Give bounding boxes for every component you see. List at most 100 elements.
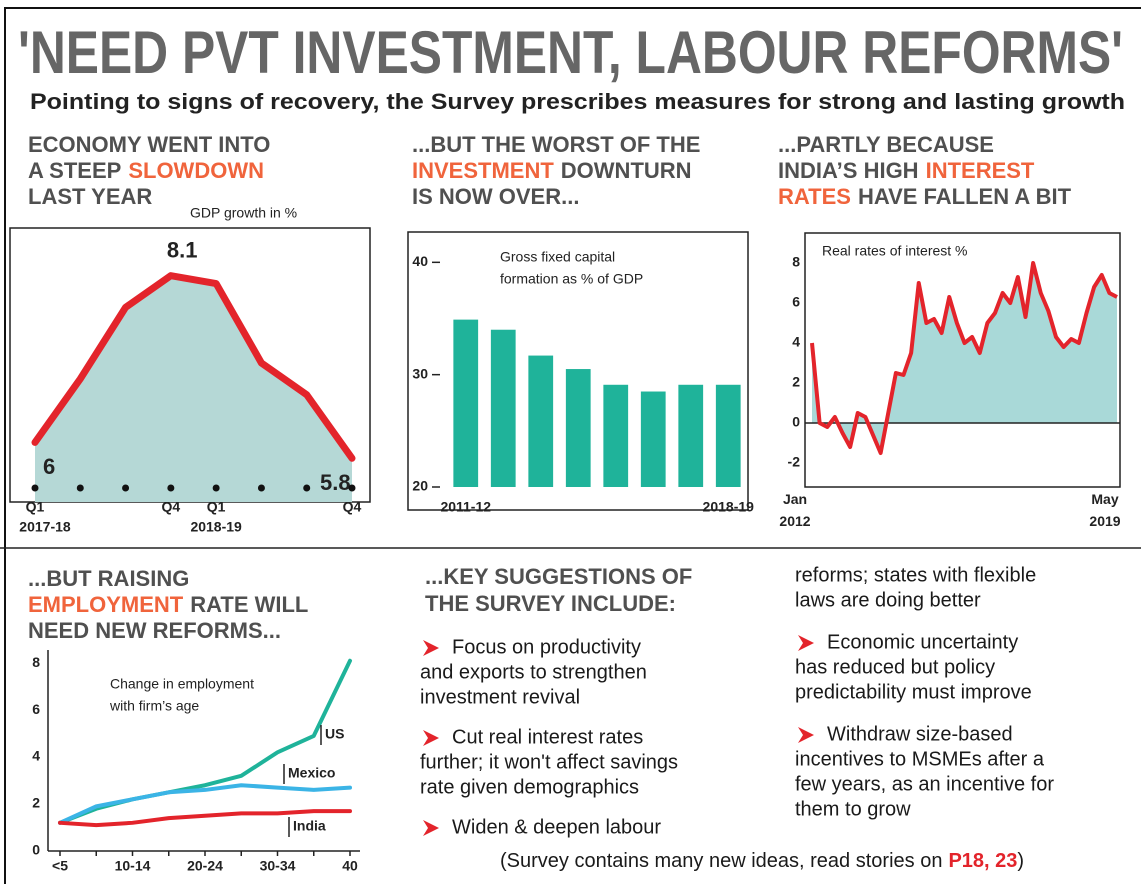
chart-title: LAST YEAR: [28, 184, 152, 209]
tick-line: Jan: [783, 491, 807, 507]
title-segment: IS NOW OVER...: [412, 184, 579, 209]
y-axis-label: GDP growth in %: [190, 205, 297, 221]
title-segment: SLOWDOWN: [128, 158, 264, 183]
suggestions-heading: THE SURVEY INCLUDE:: [425, 591, 676, 616]
suggestion-line: reforms; states with flexible: [795, 564, 1036, 586]
chart-title: RATES HAVE FALLEN A BIT: [778, 184, 1072, 209]
chart-title: INVESTMENT DOWNTURN: [412, 158, 692, 183]
suggestion-line: has reduced but policy: [795, 656, 995, 678]
x-tick-label: Q4: [343, 499, 362, 515]
y-tick-label: 30: [412, 365, 428, 381]
title-segment: INTEREST: [926, 158, 1035, 183]
bar: [715, 384, 741, 487]
bullet-arrow: [798, 727, 814, 743]
title-segment: RATES: [778, 184, 851, 209]
value-label: 6: [43, 454, 55, 479]
suggestion-line: incentives to MSMEs after a: [795, 748, 1045, 770]
title-segment: ECONOMY WENT INTO: [28, 132, 270, 157]
bar: [490, 329, 516, 487]
x-tick-label: 30-34: [260, 858, 296, 874]
y-tick-label: 40: [412, 253, 428, 269]
suggestion-line: Withdraw size-based: [827, 723, 1013, 745]
title-segment: INVESTMENT: [412, 158, 554, 183]
chart-title: EMPLOYMENT RATE WILL: [28, 592, 308, 617]
bar: [528, 355, 554, 487]
line: [810, 261, 1118, 455]
x-tick-label: 40: [342, 858, 358, 874]
bullet-arrow: [798, 635, 814, 651]
annotation: formation as % of GDP: [500, 271, 643, 287]
suggestion-line: further; it won't affect savings: [420, 751, 678, 773]
annotation: Real rates of interest %: [822, 243, 968, 259]
title-segment: HAVE FALLEN A BIT: [858, 184, 1072, 209]
y-tick-label: 20: [412, 478, 428, 494]
bullet-arrow: [423, 820, 439, 836]
bullet-arrow: [423, 640, 439, 656]
x-tick-label: 2018-19: [703, 499, 755, 515]
bullet-arrow: [423, 730, 439, 746]
x-tick: [348, 484, 356, 492]
headline: 'NEED PVT INVESTMENT, LABOUR REFORMS': [18, 19, 1123, 86]
bar: [678, 384, 704, 487]
tick-line: May: [1091, 491, 1118, 507]
y-tick-label: 8: [792, 254, 800, 270]
suggestion-line: rate given demographics: [420, 776, 639, 798]
chart-title: ECONOMY WENT INTO: [28, 132, 270, 157]
value-label: 8.1: [167, 237, 198, 262]
tick-line: 2019: [1089, 513, 1120, 529]
y-tick-label: 2: [792, 374, 800, 390]
title-segment: RATE WILL: [190, 592, 308, 617]
footer-pages: P18, 23: [948, 850, 1017, 872]
suggestion-line: Economic uncertainty: [827, 631, 1018, 653]
y-tick-label: 6: [32, 701, 40, 717]
x-group-label: 2018-19: [190, 519, 242, 535]
subtitle: Pointing to signs of recovery, the Surve…: [30, 89, 1125, 114]
x-tick: [303, 484, 311, 492]
suggestion-line: Widen & deepen labour: [452, 816, 661, 838]
x-tick: [31, 484, 39, 492]
title-segment: DOWNTURN: [561, 158, 692, 183]
chart-title: IS NOW OVER...: [412, 184, 579, 209]
suggestion-line: and exports to strengthen: [420, 661, 647, 683]
series-label: US: [325, 726, 344, 742]
annotation: Change in employment: [110, 676, 254, 692]
y-tick-label: -2: [788, 454, 801, 470]
bar: [565, 369, 591, 487]
x-tick: [257, 484, 265, 492]
line: [58, 783, 352, 825]
bar: [453, 319, 479, 487]
footer: (Survey contains many new ideas, read st…: [500, 850, 1024, 872]
annotation: Gross fixed capital: [500, 249, 615, 265]
bar: [603, 384, 629, 487]
footer-text: (Survey contains many new ideas, read st…: [500, 850, 942, 872]
title-segment: EMPLOYMENT: [28, 592, 184, 617]
x-tick-label: Q1: [26, 499, 45, 515]
plot-frame: [804, 232, 1121, 488]
title-segment: INDIA’S HIGH: [778, 158, 919, 183]
chart-title: A STEEP SLOWDOWN: [28, 158, 264, 183]
chart-title: ...BUT THE WORST OF THE: [412, 132, 700, 157]
x-tick-label: 20-24: [187, 858, 223, 874]
x-tick-label: Q4: [162, 499, 181, 515]
tick-line: 2012: [779, 513, 810, 529]
frame: [4, 7, 1141, 884]
series-label: India: [293, 818, 326, 834]
value-label: 5.8: [320, 470, 351, 495]
x-tick: [167, 484, 175, 492]
title-segment: LAST YEAR: [28, 184, 152, 209]
x-group-label: 2017-18: [19, 519, 71, 535]
area-fill: [812, 263, 1117, 453]
footer-close: ): [1017, 850, 1024, 872]
y-tick-label: 8: [32, 654, 40, 670]
title-segment: A STEEP: [28, 158, 121, 183]
suggestion-line: few years, as an incentive for: [795, 773, 1054, 795]
suggestions-heading: ...KEY SUGGESTIONS OF: [425, 564, 692, 589]
suggestion-line: them to grow: [795, 798, 911, 820]
line: [31, 272, 356, 462]
x-tick-label: Q1: [207, 499, 226, 515]
suggestion-line: Focus on productivity: [452, 636, 641, 658]
title-segment: ...BUT THE WORST OF THE: [412, 132, 700, 157]
chart-title: ...BUT RAISING: [28, 566, 189, 591]
x-tick: [122, 484, 130, 492]
x-tick-label: Jan 2012: [779, 491, 810, 529]
